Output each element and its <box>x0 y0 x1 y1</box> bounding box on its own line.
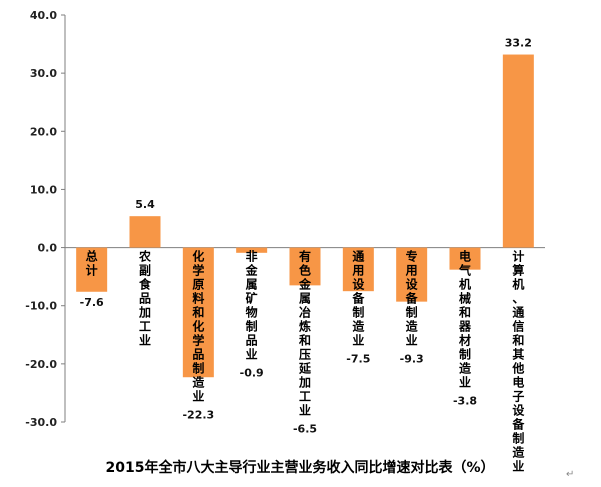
category-label: 农副食品加工业 <box>138 249 152 348</box>
bar <box>129 216 161 248</box>
bar <box>449 247 481 270</box>
value-label: -7.6 <box>80 296 104 309</box>
category-label: 专用设备制造业 <box>405 249 419 348</box>
value-label: 5.4 <box>135 198 155 211</box>
bar <box>76 247 108 292</box>
return-mark: ↵ <box>566 469 574 480</box>
y-tick-label: 0.0 <box>38 242 58 255</box>
y-tick-label: 30.0 <box>30 67 57 80</box>
category-label: 非金属矿物制品业 <box>245 249 259 362</box>
category-label: 有色金属冶炼和压延加工业 <box>298 249 312 418</box>
value-label: -22.3 <box>182 409 214 422</box>
bar <box>289 247 321 286</box>
y-tick-label: -10.0 <box>25 300 57 313</box>
category-label: 计算机、通信和其他电子设备制造业 <box>511 249 525 474</box>
y-tick-label: 40.0 <box>30 9 57 22</box>
y-tick-label: 10.0 <box>30 183 57 196</box>
value-label: -0.9 <box>240 367 264 380</box>
category-label: 电气机械和器材制造业 <box>458 249 472 390</box>
value-label: -6.5 <box>293 423 317 436</box>
category-label: 化学原料和化学品制造业 <box>191 249 205 404</box>
bars-layer <box>76 54 534 378</box>
bar <box>502 54 534 248</box>
bar <box>396 247 428 302</box>
y-tick-label: 20.0 <box>30 125 57 138</box>
value-label: -9.3 <box>400 353 424 366</box>
bar <box>342 247 374 292</box>
value-label: 33.2 <box>505 37 532 50</box>
y-tick-label: -20.0 <box>25 358 57 371</box>
value-label: -7.5 <box>346 353 370 366</box>
labels-layer: 总计 -7.6 农副食品加工业 5.4 化学原料和化学品制造业 -22.3 非金属矿物制品业… <box>80 37 532 474</box>
y-tick-label: -30.0 <box>25 416 57 429</box>
category-label: 通用设备制造业 <box>351 249 365 348</box>
category-label: 总计 <box>86 249 98 278</box>
chart-title: 2015年全市八大主导行业主营业务收入同比增速对比表（%） <box>106 459 495 476</box>
bar <box>182 247 214 378</box>
bar <box>236 247 268 253</box>
value-label: -3.8 <box>453 395 477 408</box>
